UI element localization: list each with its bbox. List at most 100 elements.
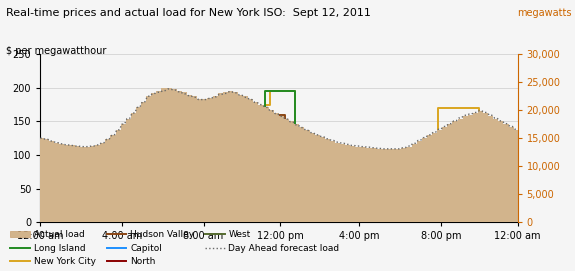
Bar	[297, 124, 300, 222]
Bar	[414, 144, 417, 222]
Bar	[144, 102, 146, 222]
Bar	[98, 145, 100, 222]
Bar	[488, 116, 490, 222]
Bar	[100, 143, 103, 222]
Bar	[233, 92, 236, 222]
Bar	[210, 98, 213, 222]
Bar	[200, 99, 202, 222]
Bar	[450, 124, 453, 222]
Bar	[82, 147, 85, 222]
Bar	[516, 130, 519, 222]
Bar	[350, 146, 353, 222]
Bar	[185, 92, 187, 222]
Bar	[430, 136, 432, 222]
Bar	[269, 110, 271, 222]
Bar	[478, 111, 481, 222]
Bar	[504, 124, 506, 222]
Bar	[460, 119, 463, 222]
Bar	[404, 148, 407, 222]
Bar	[169, 88, 172, 222]
Bar	[424, 138, 427, 222]
Bar	[320, 137, 322, 222]
Text: Real-time prices and actual load for New York ISO:  Sept 12, 2011: Real-time prices and actual load for New…	[6, 8, 371, 18]
Bar	[116, 130, 118, 222]
Bar	[467, 115, 470, 222]
Bar	[121, 124, 123, 222]
Bar	[238, 95, 240, 222]
Bar	[133, 113, 136, 222]
Bar	[501, 121, 504, 222]
Bar	[154, 93, 156, 222]
Text: $ per megawatthour: $ per megawatthour	[6, 46, 106, 56]
Bar	[243, 96, 246, 222]
Bar	[59, 144, 62, 222]
Bar	[407, 147, 409, 222]
Bar	[274, 113, 277, 222]
Bar	[312, 133, 315, 222]
Bar	[511, 127, 513, 222]
Bar	[432, 133, 435, 222]
Bar	[54, 143, 57, 222]
Bar	[473, 113, 476, 222]
Bar	[220, 93, 223, 222]
Bar	[248, 99, 251, 222]
Bar	[281, 116, 284, 222]
Bar	[389, 149, 391, 222]
Bar	[277, 113, 279, 222]
Bar	[353, 146, 355, 222]
Bar	[172, 89, 174, 222]
Bar	[437, 130, 440, 222]
Bar	[371, 148, 373, 222]
Bar	[376, 149, 378, 222]
Bar	[378, 149, 381, 222]
Bar	[223, 92, 225, 222]
Bar	[72, 146, 75, 222]
Bar	[44, 139, 47, 222]
Bar	[396, 149, 399, 222]
Bar	[80, 147, 82, 222]
Bar	[348, 145, 350, 222]
Bar	[49, 141, 52, 222]
Bar	[481, 111, 483, 222]
Bar	[315, 136, 317, 222]
Bar	[447, 124, 450, 222]
Bar	[508, 127, 511, 222]
Legend: Actual load, Long Island, New York City, Hudson Valley, Capitol, North, West, Da: Actual load, Long Island, New York City,…	[10, 230, 340, 266]
Bar	[513, 130, 516, 222]
Bar	[70, 146, 72, 222]
Bar	[470, 115, 473, 222]
Bar	[192, 96, 195, 222]
Bar	[440, 130, 442, 222]
Bar	[368, 148, 371, 222]
Bar	[304, 130, 307, 222]
Bar	[87, 147, 90, 222]
Bar	[493, 119, 496, 222]
Bar	[208, 98, 210, 222]
Bar	[286, 119, 289, 222]
Text: megawatts: megawatts	[518, 8, 572, 18]
Bar	[499, 121, 501, 222]
Bar	[332, 141, 335, 222]
Bar	[386, 149, 389, 222]
Bar	[57, 143, 59, 222]
Bar	[391, 149, 394, 222]
Bar	[496, 119, 499, 222]
Bar	[401, 148, 404, 222]
Bar	[381, 149, 384, 222]
Bar	[422, 138, 424, 222]
Bar	[128, 119, 131, 222]
Bar	[327, 139, 330, 222]
Bar	[309, 133, 312, 222]
Bar	[246, 96, 248, 222]
Bar	[366, 148, 368, 222]
Bar	[177, 91, 179, 222]
Bar	[215, 96, 217, 222]
Bar	[113, 136, 116, 222]
Bar	[476, 113, 478, 222]
Bar	[322, 137, 325, 222]
Bar	[85, 147, 87, 222]
Bar	[146, 96, 149, 222]
Bar	[271, 110, 274, 222]
Bar	[90, 146, 93, 222]
Bar	[289, 121, 292, 222]
